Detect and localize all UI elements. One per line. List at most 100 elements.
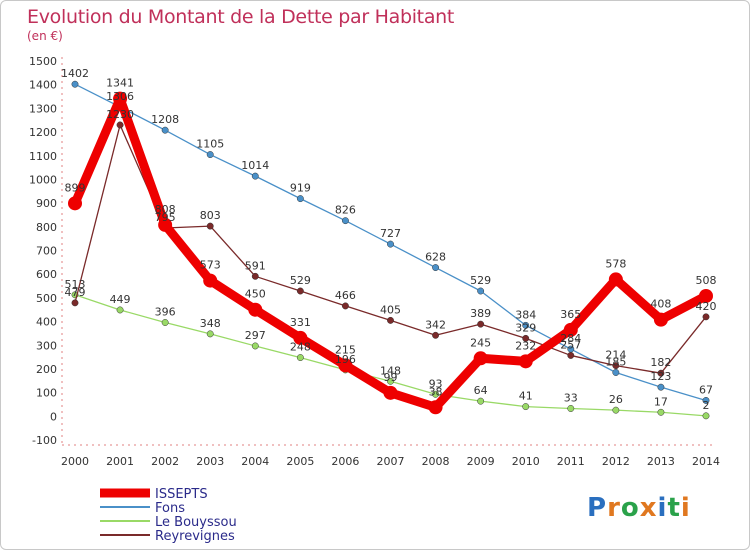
data-point-reyrevignes <box>341 302 349 310</box>
data-label-fons: 628 <box>425 251 446 264</box>
data-label-fons: 919 <box>290 182 311 195</box>
data-point-fons <box>702 396 710 404</box>
data-point-reyrevignes <box>296 287 304 295</box>
data-label-fons: 284 <box>560 332 581 345</box>
data-label-reyrevignes: 257 <box>560 338 581 351</box>
data-point-issepts <box>338 358 353 373</box>
data-label-reyrevignes: 803 <box>200 209 221 222</box>
data-label-fons: 1105 <box>196 138 224 151</box>
data-label-le-bouyssou: 248 <box>290 341 311 354</box>
data-point-fons <box>341 217 349 225</box>
data-label-reyrevignes: 420 <box>696 300 717 313</box>
y-tick-label: -100 <box>32 434 57 447</box>
data-point-fons <box>657 383 665 391</box>
data-point-issepts <box>699 288 713 303</box>
data-label-reyrevignes: 389 <box>470 307 491 320</box>
data-point-le-bouyssou <box>251 342 259 350</box>
data-label-reyrevignes: 182 <box>650 356 671 369</box>
y-tick-label: 500 <box>36 292 57 305</box>
x-tick-label: 2003 <box>196 455 224 468</box>
data-label-le-bouyssou: 33 <box>564 391 578 404</box>
data-label-fons: 384 <box>515 308 536 321</box>
data-label-issepts: 408 <box>650 298 671 311</box>
data-label-issepts: 38 <box>429 385 443 398</box>
data-point-reyrevignes <box>71 299 79 307</box>
x-tick-label: 2009 <box>467 455 495 468</box>
y-tick-label: 1200 <box>29 126 57 139</box>
y-tick-label: 200 <box>36 363 57 376</box>
data-label-le-bouyssou: 348 <box>200 317 221 330</box>
data-point-reyrevignes <box>477 320 485 328</box>
data-point-le-bouyssou <box>296 354 304 362</box>
data-label-reyrevignes: 329 <box>515 321 536 334</box>
data-label-le-bouyssou: 148 <box>380 364 401 377</box>
y-tick-label: 1400 <box>29 79 57 92</box>
data-label-fons: 185 <box>605 355 626 368</box>
x-tick-label: 2008 <box>422 455 450 468</box>
data-point-le-bouyssou <box>116 306 124 314</box>
data-label-reyrevignes: 466 <box>335 289 356 302</box>
x-tick-label: 2002 <box>151 455 179 468</box>
y-tick-label: 1000 <box>29 173 57 186</box>
chart-unit: (en €) <box>27 29 63 43</box>
data-label-issepts: 573 <box>200 259 221 272</box>
data-label-le-bouyssou: 26 <box>609 393 623 406</box>
y-tick-label: 700 <box>36 245 57 258</box>
data-point-issepts <box>473 351 488 366</box>
data-label-le-bouyssou: 513 <box>65 278 86 291</box>
data-label-fons: 826 <box>335 204 356 217</box>
data-point-fons <box>477 287 485 295</box>
data-point-reyrevignes <box>432 331 440 339</box>
data-point-issepts <box>428 400 443 415</box>
data-label-issepts: 365 <box>560 308 581 321</box>
data-point-fons <box>296 195 304 203</box>
data-point-fons <box>161 126 169 134</box>
data-label-le-bouyssou: 93 <box>429 377 443 390</box>
y-tick-label: 800 <box>36 221 57 234</box>
data-label-le-bouyssou: 2 <box>703 399 710 412</box>
data-point-reyrevignes <box>567 351 575 359</box>
data-label-issepts: 1341 <box>106 77 134 90</box>
data-label-issepts: 245 <box>470 336 491 349</box>
x-tick-label: 2006 <box>331 455 359 468</box>
data-label-le-bouyssou: 449 <box>110 293 131 306</box>
data-point-reyrevignes <box>387 316 394 324</box>
x-tick-label: 2012 <box>602 455 630 468</box>
data-point-issepts <box>158 217 173 232</box>
data-point-le-bouyssou <box>567 405 575 412</box>
x-tick-label: 2005 <box>286 455 314 468</box>
data-point-reyrevignes <box>522 334 530 342</box>
data-label-issepts: 808 <box>155 203 176 216</box>
data-label-fons: 1208 <box>151 113 179 126</box>
x-tick-label: 2011 <box>557 455 585 468</box>
data-label-issepts: 331 <box>290 316 311 329</box>
data-label-le-bouyssou: 41 <box>519 390 533 403</box>
data-point-issepts <box>203 273 218 288</box>
data-point-reyrevignes <box>702 313 710 321</box>
y-tick-label: 300 <box>36 339 57 352</box>
legend-label-fons: Fons <box>155 501 185 516</box>
data-point-le-bouyssou <box>206 330 214 338</box>
data-point-fons <box>432 264 440 272</box>
data-point-issepts <box>653 312 668 327</box>
data-point-issepts <box>563 322 578 337</box>
x-tick-label: 2004 <box>241 455 269 468</box>
data-point-le-bouyssou <box>387 377 394 385</box>
data-point-le-bouyssou <box>477 397 485 405</box>
x-tick-label: 2001 <box>106 455 134 468</box>
data-point-le-bouyssou <box>612 406 620 414</box>
y-tick-label: 600 <box>36 268 57 281</box>
data-label-fons: 1402 <box>61 67 89 80</box>
data-point-le-bouyssou <box>161 319 169 326</box>
data-label-issepts: 215 <box>335 343 356 356</box>
data-label-le-bouyssou: 196 <box>335 353 356 366</box>
data-label-reyrevignes: 529 <box>290 274 311 287</box>
data-label-reyrevignes: 1230 <box>106 108 134 121</box>
data-label-fons: 1306 <box>106 90 134 103</box>
data-label-reyrevignes: 591 <box>245 259 266 272</box>
data-label-le-bouyssou: 64 <box>474 384 488 397</box>
data-point-fons <box>612 369 620 376</box>
data-label-le-bouyssou: 17 <box>654 395 668 408</box>
y-tick-label: 1500 <box>29 55 57 68</box>
